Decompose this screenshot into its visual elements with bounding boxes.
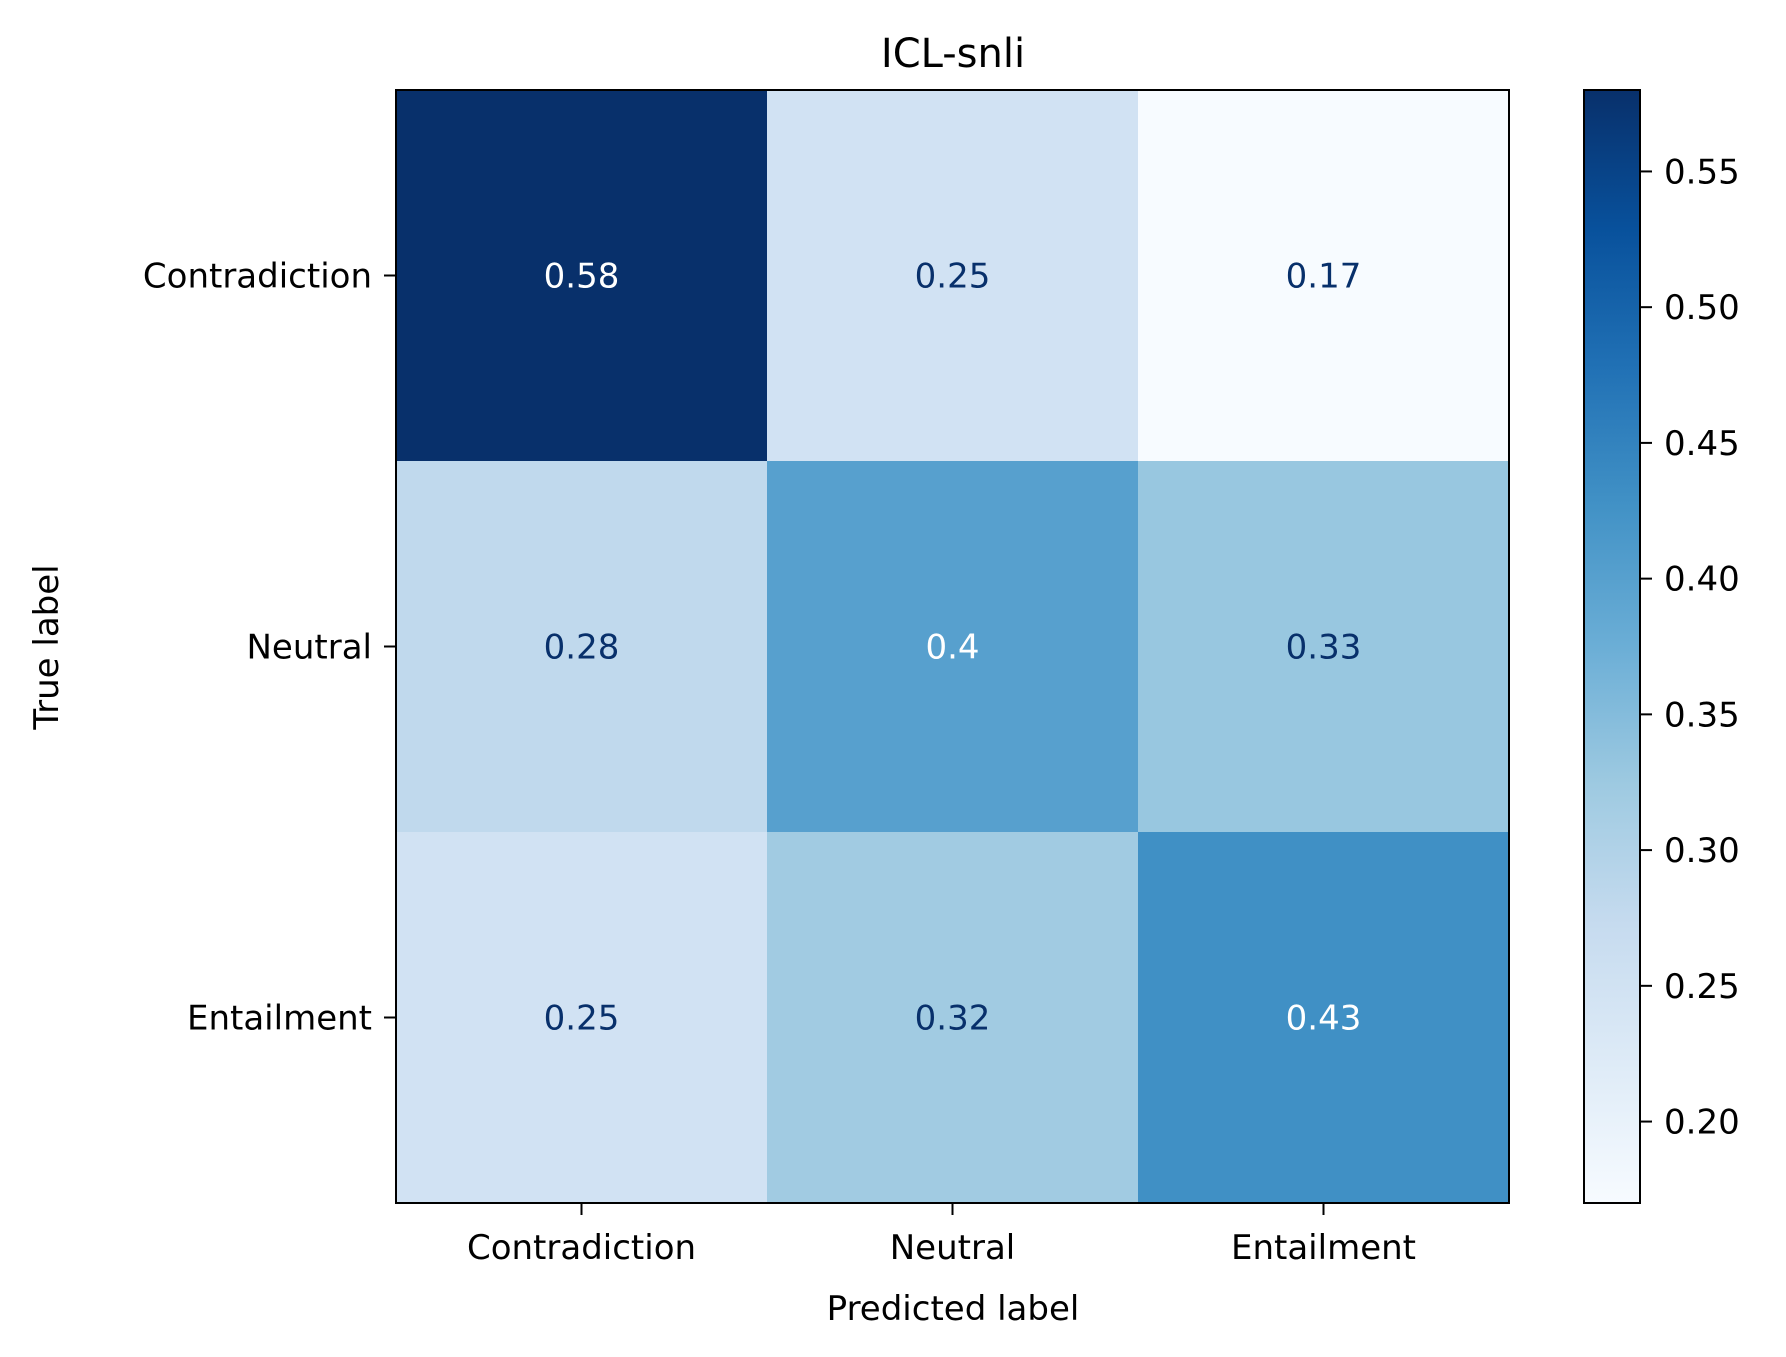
- colorbar-tick-label: 0.25: [1664, 967, 1740, 1007]
- heatmap-cell: [1138, 461, 1510, 833]
- colorbar: [1583, 89, 1641, 1204]
- heatmap-cell: [1138, 90, 1510, 462]
- colorbar-tick-label: 0.40: [1664, 560, 1740, 600]
- heatmap-cell: [396, 90, 768, 462]
- cell-value-label: 0.25: [915, 257, 991, 297]
- y-tick-label: Entailment: [187, 999, 372, 1039]
- cell-value-label: 0.58: [544, 257, 620, 297]
- colorbar-tick-label: 0.30: [1664, 831, 1740, 871]
- heatmap-cell: [767, 461, 1139, 833]
- cell-value-label: 0.25: [544, 999, 620, 1039]
- y-axis-label: True label: [27, 564, 67, 730]
- x-axis-label: Predicted label: [827, 1289, 1080, 1329]
- colorbar-tick-label: 0.55: [1664, 152, 1740, 192]
- colorbar-tick-label: 0.45: [1664, 424, 1740, 464]
- x-tick-label: Entailment: [1231, 1228, 1416, 1268]
- y-tick-label: Contradiction: [143, 257, 372, 297]
- y-axis-ticks: Contradiction Neutral Entailment: [143, 257, 396, 1039]
- heatmap-cell: [767, 90, 1139, 462]
- cell-value-label: 0.17: [1286, 257, 1362, 297]
- chart-title: ICL-snli: [881, 31, 1025, 77]
- heatmap-cell-labels: 0.58 0.25 0.17 0.28 0.4 0.33 0.25 0.32 0.43: [544, 257, 1362, 1039]
- x-axis-ticks: Contradiction Neutral Entailment: [467, 1203, 1416, 1268]
- heatmap-cells: [396, 90, 1510, 1204]
- y-tick-label: Neutral: [247, 628, 373, 668]
- heatmap-cell: [767, 832, 1139, 1204]
- cell-value-label: 0.33: [1286, 628, 1362, 668]
- heatmap-cell: [396, 832, 768, 1204]
- colorbar-tick-label: 0.50: [1664, 288, 1740, 328]
- cell-value-label: 0.4: [925, 628, 979, 668]
- colorbar-tick-label: 0.35: [1664, 695, 1740, 735]
- colorbar-ticks: 0.20 0.25 0.30 0.35 0.40 0.45 0.50 0.55: [1640, 152, 1740, 1143]
- cell-value-label: 0.32: [915, 999, 991, 1039]
- colorbar-tick-label: 0.20: [1664, 1103, 1740, 1143]
- x-tick-label: Contradiction: [467, 1228, 696, 1268]
- heatmap-cell: [1138, 832, 1510, 1204]
- cell-value-label: 0.43: [1286, 999, 1362, 1039]
- cell-value-label: 0.28: [544, 628, 620, 668]
- x-tick-label: Neutral: [890, 1228, 1016, 1268]
- heatmap-cell: [396, 461, 768, 833]
